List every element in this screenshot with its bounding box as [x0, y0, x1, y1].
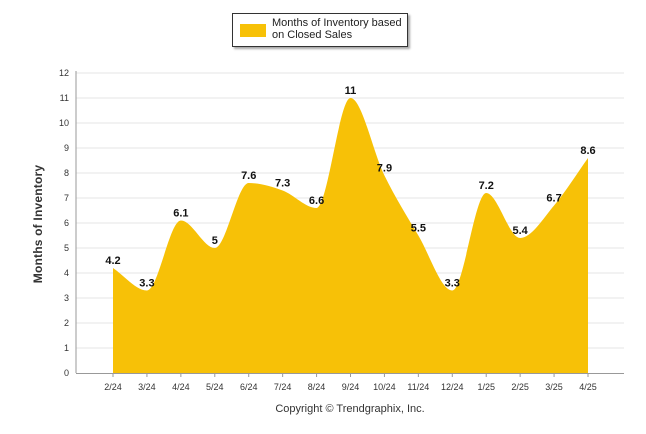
legend-label: Months of Inventory based on Closed Sale… [272, 17, 402, 41]
y-tick-label: 10 [59, 118, 69, 128]
y-tick-label: 9 [64, 143, 69, 153]
series-area [113, 98, 588, 373]
x-tick-label: 7/24 [274, 382, 292, 392]
data-label: 8.6 [580, 145, 595, 157]
x-tick-label: 1/25 [477, 382, 495, 392]
area-series-fill [113, 98, 588, 373]
x-tick-label: 11/24 [407, 382, 429, 392]
data-label: 11 [345, 85, 357, 97]
data-label: 3.3 [445, 278, 460, 290]
x-tick-label: 2/25 [511, 382, 529, 392]
x-tick-label: 10/24 [373, 382, 396, 392]
y-tick-label: 1 [64, 343, 69, 353]
x-tick-label: 9/24 [342, 382, 360, 392]
y-tick-label: 5 [64, 243, 69, 253]
x-tick-label: 8/24 [308, 382, 326, 392]
y-tick-label: 6 [64, 218, 69, 228]
y-tick-label: 11 [60, 93, 69, 103]
legend-swatch [240, 24, 266, 37]
data-label: 6.6 [309, 195, 324, 207]
y-tick-label: 4 [64, 268, 69, 278]
x-tick-label: 4/25 [579, 382, 597, 392]
data-label: 7.2 [479, 180, 494, 192]
y-tick-label: 2 [64, 318, 69, 328]
x-tick-label: 3/25 [545, 382, 563, 392]
data-label: 5.5 [411, 223, 426, 235]
data-label: 6.1 [173, 208, 188, 220]
y-tick-label: 0 [64, 368, 69, 378]
x-tick-label: 3/24 [138, 382, 156, 392]
data-label: 5 [212, 235, 218, 247]
x-tick-label: 12/24 [441, 382, 464, 392]
data-label: 7.6 [241, 170, 256, 182]
y-tick-label: 7 [64, 193, 69, 203]
data-label: 7.9 [377, 163, 392, 175]
x-tick-label: 4/24 [172, 382, 190, 392]
y-axis-title: Months of Inventory [31, 164, 45, 284]
legend[interactable]: Months of Inventory based on Closed Sale… [232, 13, 408, 47]
data-label: 6.7 [546, 193, 561, 205]
x-tick-label: 5/24 [206, 382, 224, 392]
x-tick-label: 2/24 [104, 382, 122, 392]
y-tick-label: 3 [64, 293, 69, 303]
y-tick-label: 12 [59, 68, 69, 78]
data-label: 7.3 [275, 178, 290, 190]
data-labels: 4.2 3.3 6.1 5 7.6 7.3 6.6 11 7.9 5.5 3.3 7.2 5.4 6.7 8… [105, 85, 595, 290]
y-tick-label: 8 [64, 168, 69, 178]
data-label: 3.3 [139, 278, 154, 290]
copyright-text: Copyright © Trendgraphix, Inc. [275, 403, 425, 415]
data-label: 5.4 [512, 225, 528, 237]
data-label: 4.2 [105, 255, 120, 267]
x-tick-label: 6/24 [240, 382, 258, 392]
